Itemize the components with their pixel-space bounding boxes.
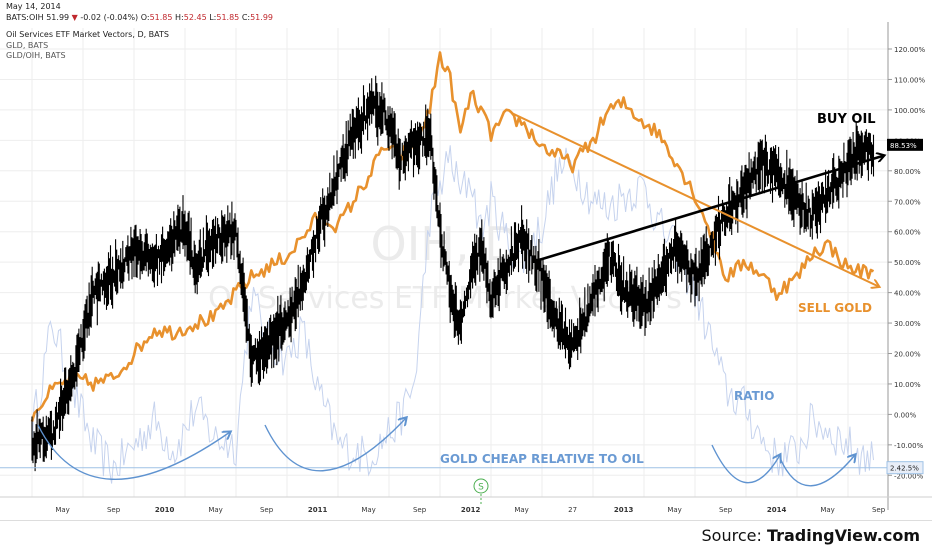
x-tick-label: May <box>820 506 834 514</box>
x-tick-label: 2010 <box>155 506 175 514</box>
cheap-arc-1 <box>37 424 230 480</box>
quote-last: 51.99 <box>46 13 70 22</box>
ratio-annotation: RATIO <box>734 389 775 403</box>
ratio-price-tag <box>886 461 924 475</box>
high-label: H: <box>175 13 184 22</box>
buy-oil-annotation: BUY OIL <box>817 112 876 127</box>
x-tick-label: 27 <box>568 506 577 514</box>
ratio-price-tag-label: 2.42.5% <box>890 465 919 473</box>
y-tick-label: -20.00% <box>894 472 924 480</box>
x-tick-label: Sep <box>107 506 121 514</box>
quote-symbol: BATS:OIH <box>6 13 44 22</box>
low-value: 51.85 <box>216 13 240 22</box>
y-tick-label: 0.00% <box>894 411 917 419</box>
x-tick-label: May <box>514 506 528 514</box>
y-tick-label: 80.00% <box>894 168 921 176</box>
open-value: 51.85 <box>149 13 173 22</box>
price-tags: 88.53% 2.42.5% <box>886 138 924 475</box>
x-axis: May Sep 2010 May Sep 2011 May Sep 2012 May 27 2013 M… <box>55 506 885 514</box>
ratio-series-line <box>31 145 874 484</box>
x-tick-label: Sep <box>413 506 427 514</box>
watermark-name: Oil Services ETF Market Vectors <box>208 281 682 316</box>
y-tick-label: 20.00% <box>894 351 921 359</box>
x-tick-label: May <box>361 506 375 514</box>
y-tick-label: 100.00% <box>894 107 925 115</box>
chart-series <box>30 51 875 484</box>
x-tick-label: May <box>55 506 69 514</box>
y-tick-label: 70.00% <box>894 198 921 206</box>
legend-ratio[interactable]: GLD/OIH, BATS <box>6 51 66 60</box>
chart-date: May 14, 2014 <box>6 2 61 11</box>
x-tick-label: May <box>667 506 681 514</box>
source-prefix: Source: <box>701 526 767 545</box>
x-tick-label: 2013 <box>614 506 634 514</box>
y-tick-label: -10.00% <box>894 442 924 450</box>
y-tick-label: 30.00% <box>894 320 921 328</box>
x-tick-label: May <box>208 506 222 514</box>
cheap-arc-4 <box>779 455 855 487</box>
chart-overlays: S <box>0 112 888 505</box>
cheap-arc-2 <box>264 418 406 472</box>
high-value: 52.45 <box>183 13 207 22</box>
sell-gold-annotation: SELL GOLD <box>798 301 872 315</box>
split-marker-label: S <box>478 483 484 493</box>
split-marker <box>473 478 489 494</box>
source-name[interactable]: TradingView.com <box>766 526 920 545</box>
quote-change: -0.02 (-0.04%) <box>80 13 139 22</box>
x-tick-label: Sep <box>260 506 274 514</box>
quote-line: BATS:OIH 51.99 ▼ -0.02 (-0.04%) O:51.85 … <box>6 13 273 22</box>
change-down-icon: ▼ <box>71 13 78 22</box>
legend-gld[interactable]: GLD, BATS <box>6 41 49 50</box>
y-axis: 120.00%110.00%100.00%90.00%80.00%70.00%6… <box>888 46 925 480</box>
y-tick-label: 40.00% <box>894 290 921 298</box>
gld-series-line <box>30 51 875 422</box>
gold-cheap-annotation: GOLD CHEAP RELATIVE TO OIL <box>440 452 644 466</box>
buy-oil-trendline <box>531 156 884 264</box>
last-price-tag <box>887 138 923 151</box>
x-tick-label: Sep <box>719 506 733 514</box>
footer: Source: TradingView.com <box>0 520 932 551</box>
last-price-tag-label: 88.53% <box>890 142 917 150</box>
close-label: C: <box>241 13 251 22</box>
x-tick-label: 2011 <box>308 506 328 514</box>
x-tick-label: Sep <box>872 506 886 514</box>
y-tick-label: 60.00% <box>894 229 921 237</box>
cheap-arc-3 <box>711 444 780 484</box>
x-tick-label: 2014 <box>767 506 787 514</box>
legend-main[interactable]: Oil Services ETF Market Vectors, D, BATS <box>6 30 169 39</box>
open-label: O: <box>140 13 150 22</box>
y-tick-label: 50.00% <box>894 259 921 267</box>
sell-gold-trendline <box>510 112 878 287</box>
source-credit: Source: TradingView.com <box>702 526 920 545</box>
low-label: L: <box>209 13 217 22</box>
y-tick-label: 110.00% <box>894 76 925 84</box>
y-tick-label: 10.00% <box>894 381 921 389</box>
y-tick-label: 120.00% <box>894 46 925 54</box>
oih-series-bars <box>31 75 875 472</box>
x-tick-label: 2012 <box>461 506 481 514</box>
close-value: 51.99 <box>250 13 273 22</box>
